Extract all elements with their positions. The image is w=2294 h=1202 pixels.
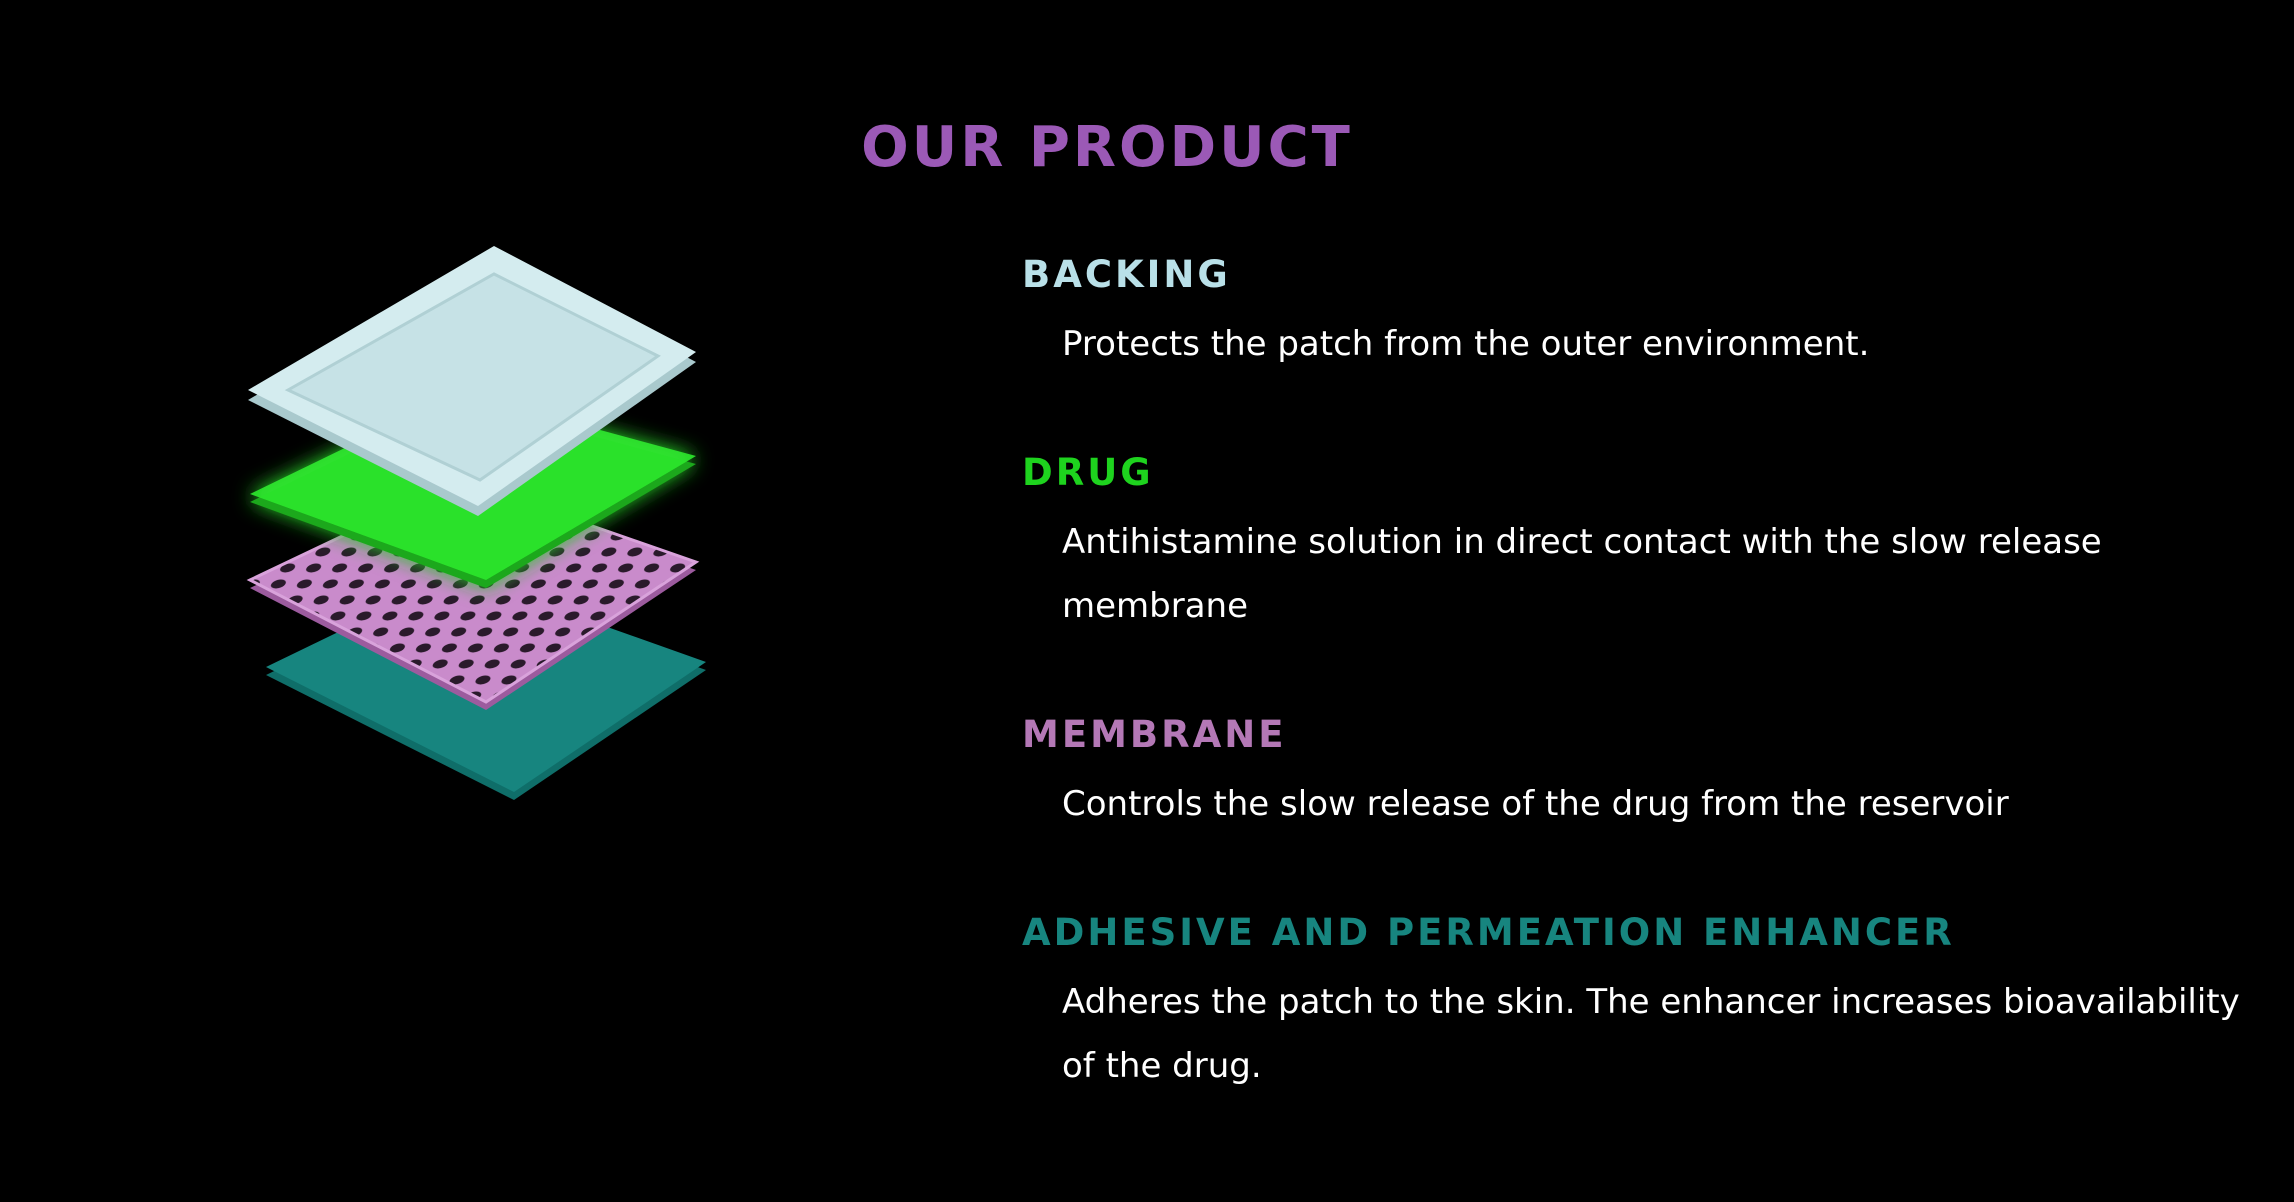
layer-list: BACKING Protects the patch from the oute… — [1022, 248, 2262, 1168]
layer-description-membrane: Controls the slow release of the drug fr… — [1062, 784, 2009, 824]
layer-description-adhesive: Adheres the patch to the skin. The enhan… — [1062, 982, 2240, 1086]
patch-layers-illustration — [230, 240, 730, 820]
layer-item-adhesive: ADHESIVE AND PERMEATION ENHANCER Adheres… — [1022, 906, 2262, 1168]
layer-title-membrane: MEMBRANE — [1022, 713, 1287, 756]
layer-item-membrane: MEMBRANE Controls the slow release of th… — [1022, 708, 2262, 906]
layer-description-backing: Protects the patch from the outer enviro… — [1062, 324, 1870, 364]
layer-title-drug: DRUG — [1022, 451, 1154, 494]
transdermal-patch-exploded-layers-icon — [246, 246, 706, 800]
layer-title-backing: BACKING — [1022, 253, 1231, 296]
layer-description-drug: Antihistamine solution in direct contact… — [1062, 522, 2102, 626]
page-title: OUR PRODUCT — [861, 114, 1353, 180]
layer-item-drug: DRUG Antihistamine solution in direct co… — [1022, 446, 2262, 708]
layer-title-adhesive: ADHESIVE AND PERMEATION ENHANCER — [1022, 911, 1955, 954]
layer-item-backing: BACKING Protects the patch from the oute… — [1022, 248, 2262, 446]
backing-layer — [248, 246, 696, 516]
